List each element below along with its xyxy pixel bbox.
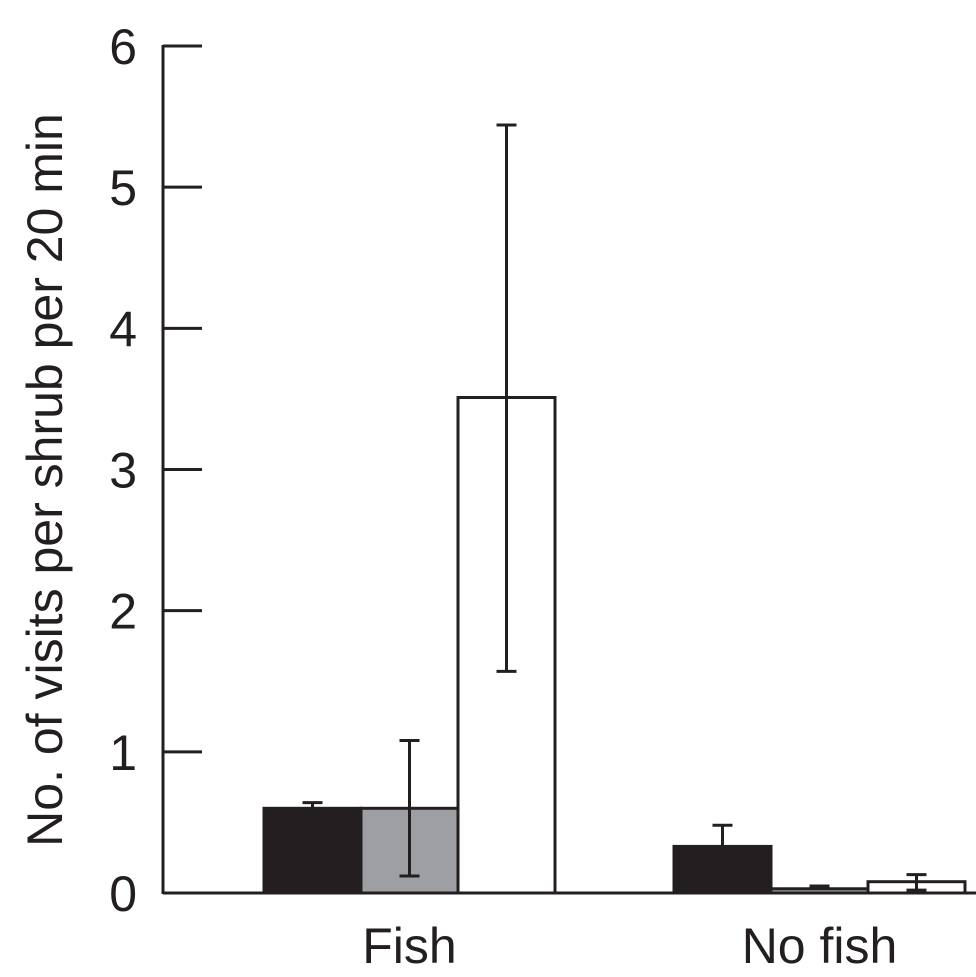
y-tick-label: 3	[109, 443, 137, 499]
y-tick-label: 2	[109, 584, 137, 640]
y-axis-title: No. of visits per shrub per 20 min	[17, 113, 73, 847]
x-category-label: Fish	[362, 918, 456, 974]
bar-fish-1	[262, 806, 363, 895]
y-tick-label: 6	[109, 19, 137, 75]
y-axis: 0 1 2 3 4 5 6	[109, 19, 202, 922]
y-tick-label: 4	[109, 301, 137, 357]
bar-no-fish-1	[672, 844, 773, 895]
y-tick-label: 5	[109, 160, 137, 216]
y-tick-label: 0	[109, 866, 137, 922]
error-bars	[302, 123, 927, 892]
y-tick-label: 1	[109, 725, 137, 781]
bars	[262, 396, 967, 895]
x-axis: Fish No fish	[163, 891, 976, 974]
x-category-label: No fish	[742, 918, 898, 974]
